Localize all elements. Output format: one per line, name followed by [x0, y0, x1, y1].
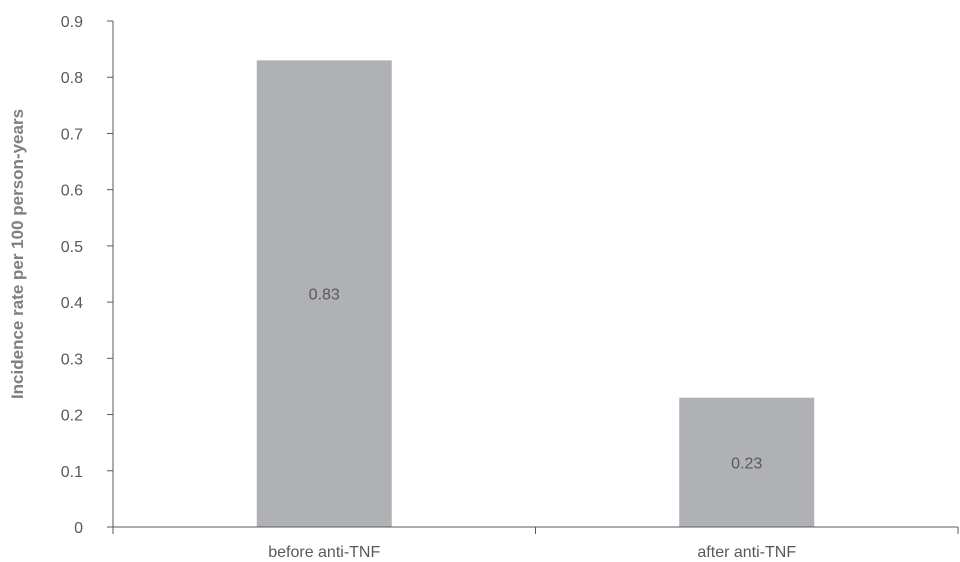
y-tick-label: 0.4: [61, 295, 83, 312]
data-labels: 0.83 0.23: [309, 287, 763, 473]
bar-1: [256, 60, 392, 527]
y-tick-label: 0.8: [61, 70, 83, 87]
data-label: 0.23: [731, 455, 762, 472]
y-tick-label: 0.7: [61, 126, 83, 143]
y-tick-label: 0.9: [61, 14, 83, 31]
bars: [256, 60, 815, 527]
y-tick-label: 0.5: [61, 239, 83, 256]
bar-2: [679, 397, 815, 527]
data-label: 0.83: [309, 287, 340, 304]
y-tick-label: 0.3: [61, 351, 83, 368]
x-category-label: after anti-TNF: [697, 544, 796, 561]
y-tick-label: 0.1: [61, 464, 83, 481]
y-axis-title-group: Incidence rate per 100 person-years: [8, 109, 27, 399]
y-tick-label: 0.6: [61, 183, 83, 200]
x-category-label: before anti-TNF: [268, 544, 380, 561]
y-tick-label: 0: [74, 520, 83, 537]
y-axis-ticks: 0 0.1 0.2 0.3 0.4 0.5 0.6 0.7 0.8 0.9: [61, 14, 113, 537]
y-axis-title: Incidence rate per 100 person-years: [8, 109, 27, 399]
y-tick-label: 0.2: [61, 408, 83, 425]
x-axis-labels: before anti-TNF after anti-TNF: [268, 544, 796, 561]
axes: [112, 21, 959, 534]
